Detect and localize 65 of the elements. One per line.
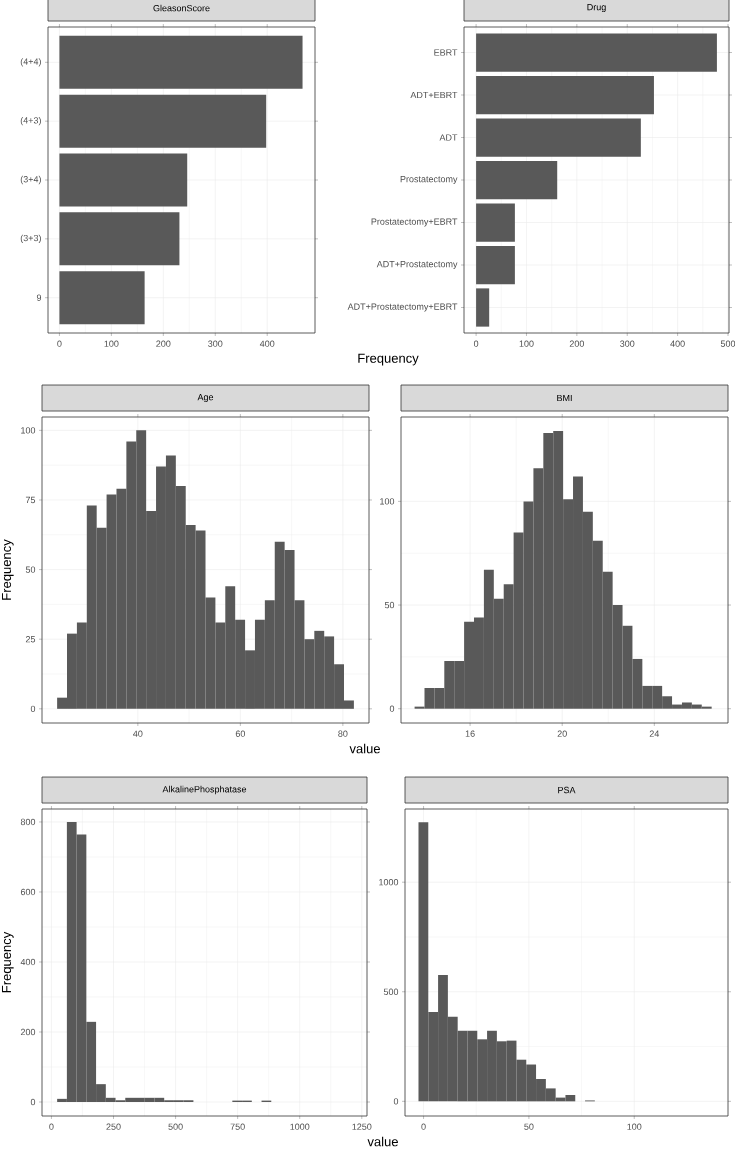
x-tick-label: 0 xyxy=(421,1123,426,1130)
y-axis-title: Frequency xyxy=(1,539,14,600)
y-tick-label: 0 xyxy=(393,1098,399,1105)
y-tick-label: (4+3) xyxy=(20,116,41,126)
y-tick-label: ADT xyxy=(439,134,458,141)
x-axis-title: value xyxy=(349,743,380,754)
y-tick-label: Prostatectomy xyxy=(400,175,458,185)
y-tick-label: ADT+Prostatectomy+EBRT xyxy=(347,303,458,312)
y-tick-label: 400 xyxy=(20,958,36,966)
x-tick-label: 24 xyxy=(649,730,660,737)
chart-title: Age xyxy=(197,394,214,403)
x-tick-label: 750 xyxy=(230,1123,245,1130)
y-tick-label: 25 xyxy=(25,636,36,643)
y-axis-title: Frequency xyxy=(1,931,14,993)
y-tick-label: (3+4) xyxy=(20,175,41,185)
y-tick-label: 800 xyxy=(20,818,36,826)
x-axis-title: Frequency xyxy=(358,353,419,366)
x-tick-label: 1250 xyxy=(352,1123,372,1130)
chart-title: Drug xyxy=(587,4,606,13)
y-tick-label: 0 xyxy=(30,705,36,712)
x-tick-label: 100 xyxy=(519,340,534,347)
x-tick-label: 200 xyxy=(156,340,171,347)
x-tick-label: 0 xyxy=(57,340,62,347)
x-tick-label: 0 xyxy=(49,1123,54,1130)
y-tick-label: (3+3) xyxy=(20,234,41,244)
x-tick-label: 300 xyxy=(208,340,223,347)
y-tick-label: 75 xyxy=(25,496,36,504)
y-tick-label: (4+4) xyxy=(20,58,41,67)
y-tick-label: 100 xyxy=(380,498,395,505)
y-tick-label: 200 xyxy=(20,1028,36,1036)
y-tick-label: Prostatectomy+EBRT xyxy=(371,218,458,227)
y-tick-label: 1000 xyxy=(379,879,399,886)
x-tick-label: 400 xyxy=(259,340,275,347)
x-tick-label: 20 xyxy=(557,730,567,737)
y-tick-label: 50 xyxy=(384,601,395,609)
x-tick-label: 500 xyxy=(168,1123,183,1130)
y-tick-label: EBRT xyxy=(434,49,458,56)
x-axis-title: value xyxy=(367,1136,398,1147)
chart-title: AlkalinePhosphatase xyxy=(162,785,247,795)
y-tick-label: 500 xyxy=(383,988,399,995)
chart-title: PSA xyxy=(558,786,576,794)
x-tick-label: 16 xyxy=(465,730,475,737)
chart-title: GleasonScore xyxy=(153,4,210,12)
y-tick-label: 100 xyxy=(21,427,36,434)
x-tick-label: 80 xyxy=(338,730,348,737)
y-tick-label: ADT+Prostatectomy xyxy=(376,260,458,270)
x-tick-label: 60 xyxy=(235,730,246,737)
x-tick-label: 100 xyxy=(104,340,119,347)
y-tick-label: 0 xyxy=(389,705,395,712)
y-tick-label: 600 xyxy=(20,888,36,896)
y-tick-label: ADT+EBRT xyxy=(410,91,458,99)
x-tick-label: 50 xyxy=(524,1123,534,1130)
x-tick-label: 400 xyxy=(670,340,685,347)
x-tick-label: 0 xyxy=(473,340,479,347)
x-tick-label: 40 xyxy=(133,730,143,737)
x-tick-label: 300 xyxy=(620,340,635,347)
x-tick-label: 500 xyxy=(720,340,735,347)
x-tick-label: 1000 xyxy=(290,1123,310,1130)
x-tick-label: 100 xyxy=(627,1123,642,1130)
y-tick-label: 9 xyxy=(36,294,42,301)
chart-title: BMI xyxy=(557,394,572,402)
y-tick-label: 0 xyxy=(30,1098,36,1106)
y-tick-label: 50 xyxy=(25,566,36,573)
x-tick-label: 200 xyxy=(569,340,585,347)
x-tick-label: 250 xyxy=(106,1123,121,1130)
